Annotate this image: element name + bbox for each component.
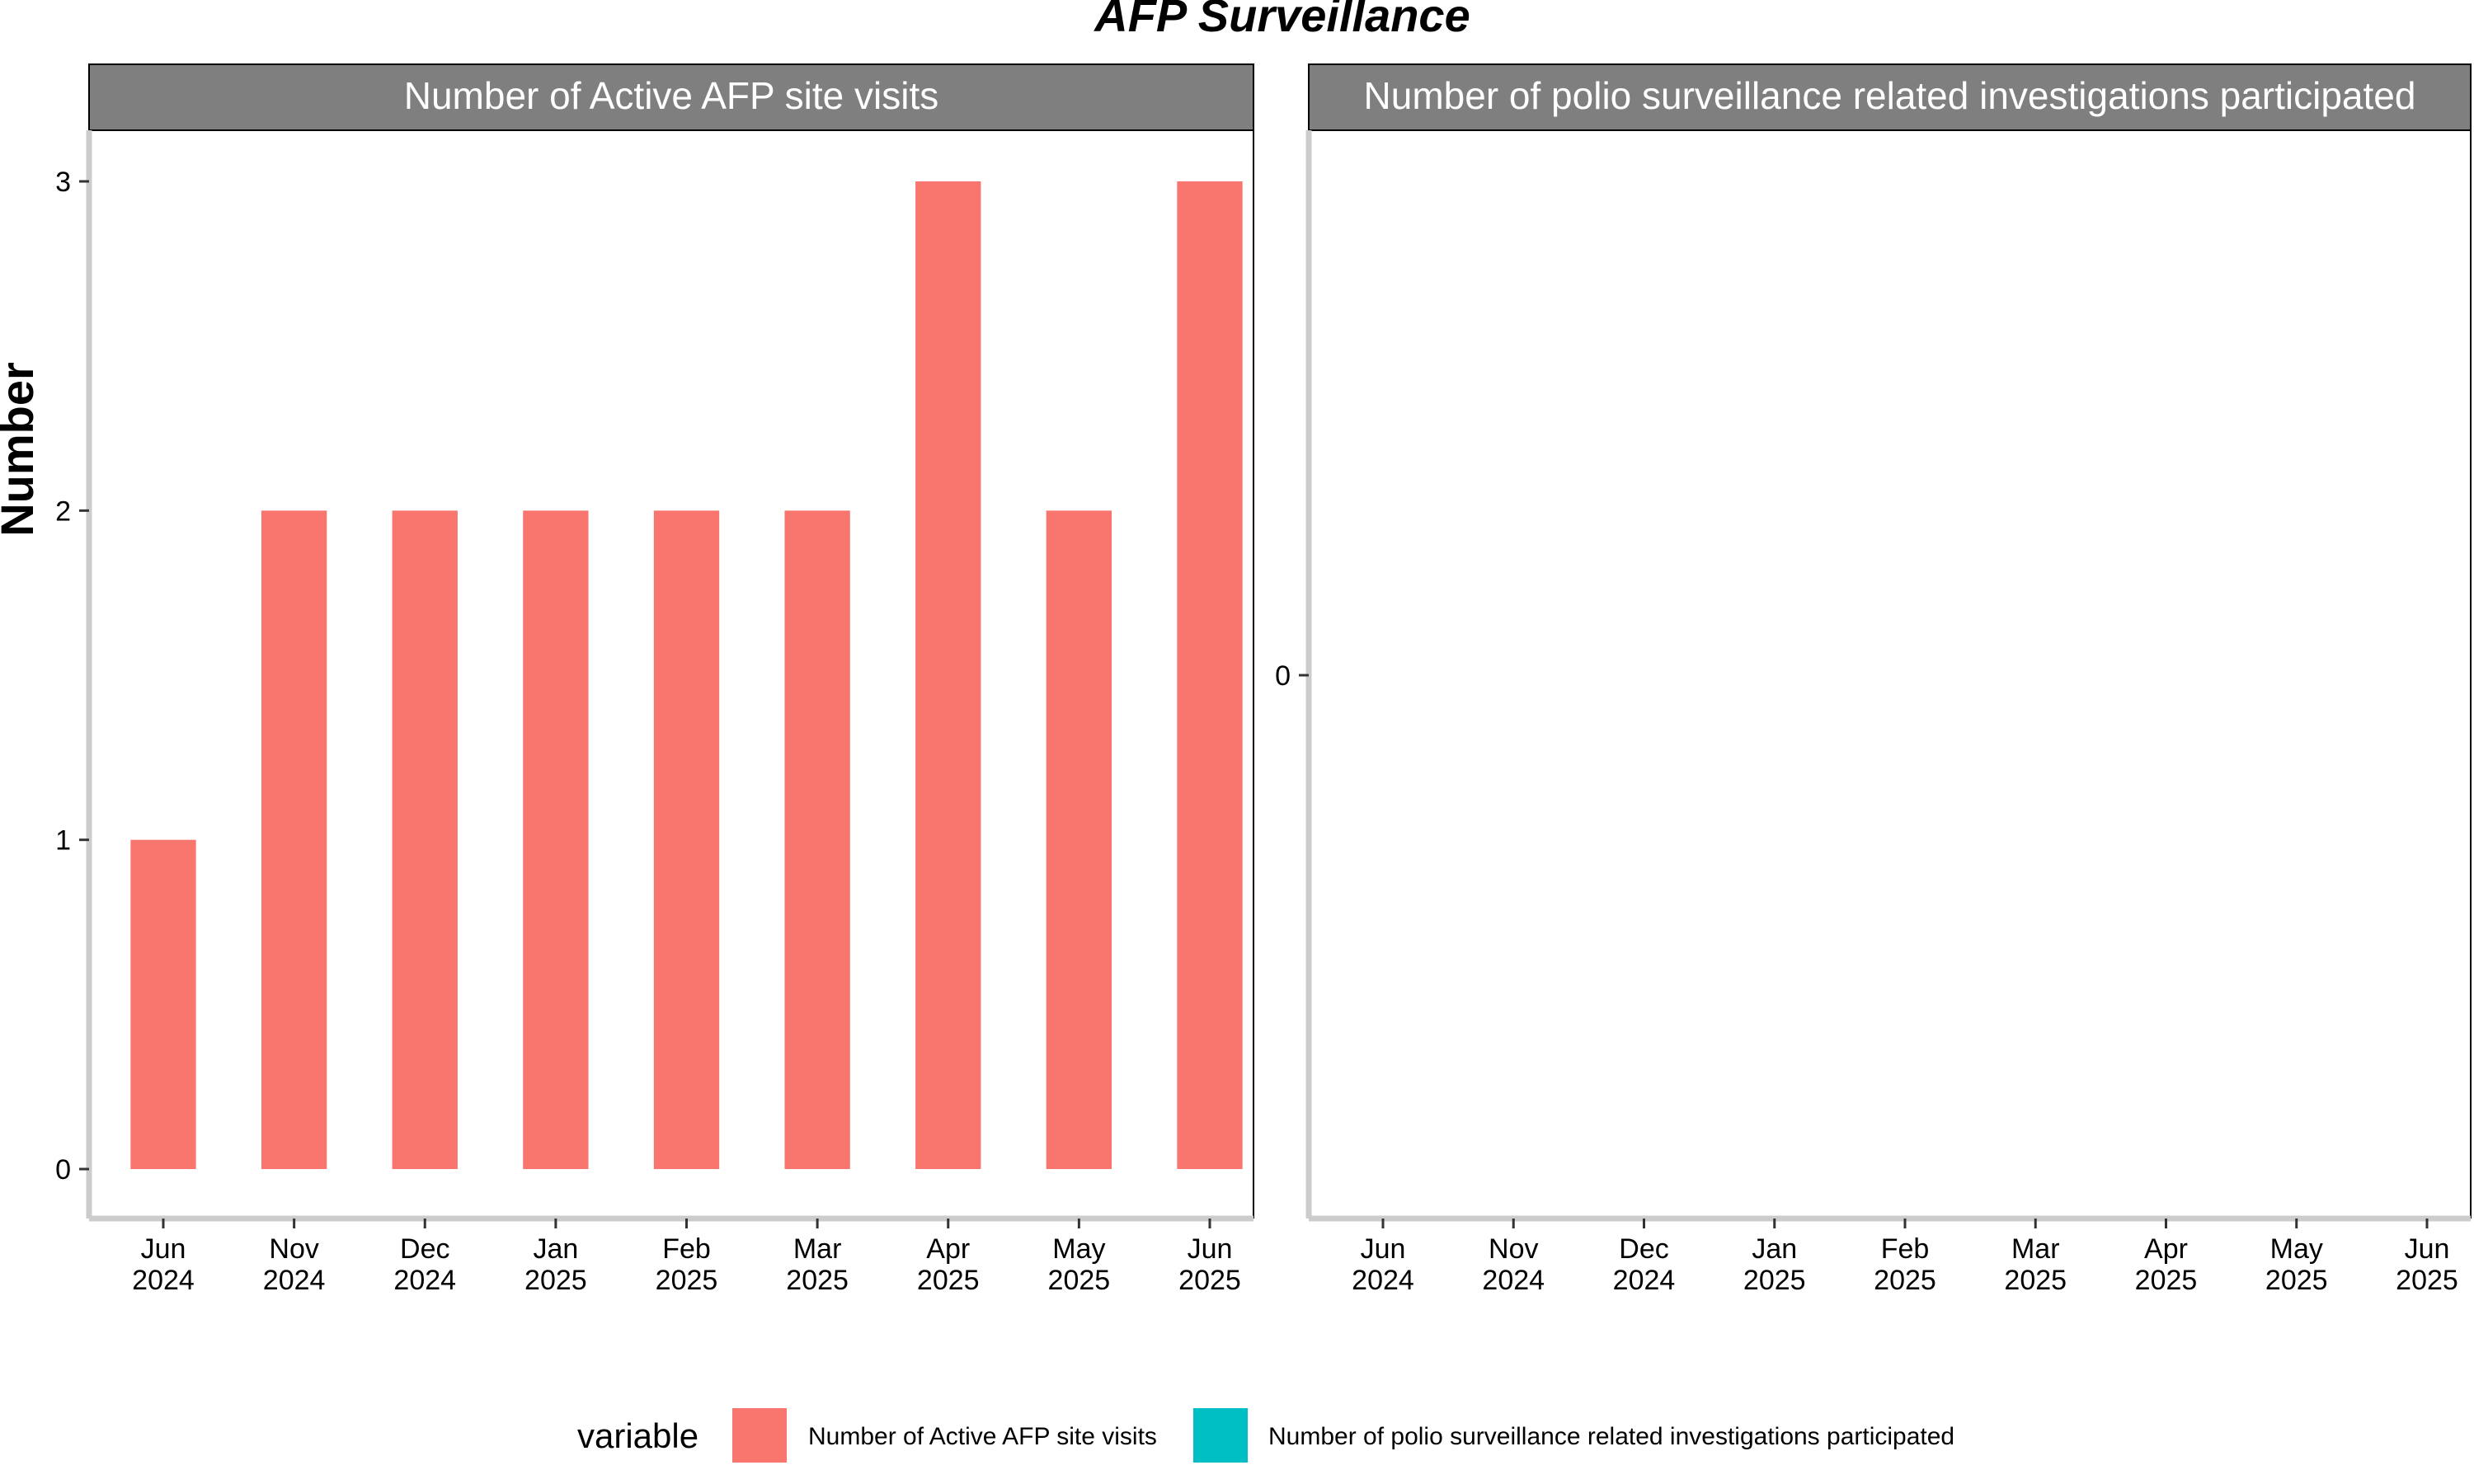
- panel-strip: [88, 63, 1254, 131]
- x-tick-label-line: 2025: [1874, 1265, 1936, 1296]
- x-tick-label-line: Nov: [1489, 1233, 1538, 1265]
- x-tick-label-line: Dec: [1619, 1233, 1668, 1265]
- x-tick-label: Jun 2024: [132, 1233, 195, 1296]
- legend-label: Number of polio surveillance related inv…: [1268, 1423, 1954, 1450]
- x-tick-label: Feb 2025: [1874, 1233, 1936, 1296]
- x-tick-label-line: Apr: [926, 1233, 970, 1265]
- x-tick-label-line: 2024: [1482, 1265, 1545, 1296]
- x-tick-label: Apr 2025: [917, 1233, 980, 1296]
- x-tick-label-line: 2024: [1352, 1265, 1414, 1296]
- x-tick-label: Dec 2024: [393, 1233, 456, 1296]
- x-tick-label-line: Mar: [793, 1233, 842, 1265]
- x-tick-label: Jun 2025: [1178, 1233, 1241, 1296]
- x-tick-label-line: Jun: [141, 1233, 186, 1265]
- bar: [1046, 510, 1112, 1169]
- x-tick-label-line: 2025: [1743, 1265, 1806, 1296]
- x-tick-label: Jun 2024: [1352, 1233, 1414, 1296]
- x-tick-label-line: 2025: [1178, 1265, 1241, 1296]
- x-tick-label-line: May: [1052, 1233, 1105, 1265]
- x-tick-label: Mar 2025: [2004, 1233, 2067, 1296]
- x-tick-label-line: Apr: [2144, 1233, 2188, 1265]
- chart-title: AFP Surveillance: [1093, 0, 1470, 41]
- panel-strip: [1308, 63, 2472, 131]
- bar: [784, 510, 850, 1169]
- y-tick-label: 3: [55, 167, 71, 198]
- x-tick-label-line: Mar: [2011, 1233, 2060, 1265]
- x-tick-label-line: Jan: [1752, 1233, 1797, 1265]
- x-tick-label-line: 2025: [1048, 1265, 1111, 1296]
- x-tick-label-line: Jun: [2405, 1233, 2450, 1265]
- x-tick-label: Jan 2025: [1743, 1233, 1806, 1296]
- bar: [915, 181, 981, 1169]
- x-tick-label: Jan 2025: [524, 1233, 587, 1296]
- bar: [523, 510, 589, 1169]
- y-axis-label: Number: [0, 362, 43, 537]
- x-tick-label-line: Dec: [400, 1233, 449, 1265]
- x-tick-label-line: Feb: [1881, 1233, 1930, 1265]
- x-tick-label-line: 2024: [1613, 1265, 1676, 1296]
- legend: variable Number of Active AFP site visits…: [577, 1408, 1954, 1463]
- x-tick-label: Jun 2025: [2396, 1233, 2458, 1296]
- x-tick-label: Nov 2024: [263, 1233, 326, 1296]
- panel-strip-label: Number of Active AFP site visits: [404, 74, 939, 117]
- x-tick-label: Nov 2024: [1482, 1233, 1545, 1296]
- y-tick-label: 0: [55, 1154, 71, 1186]
- x-tick-label-line: Jan: [533, 1233, 578, 1265]
- legend-title: variable: [577, 1416, 698, 1455]
- x-tick-label: Dec 2024: [1613, 1233, 1676, 1296]
- x-tick-label-line: 2024: [132, 1265, 195, 1296]
- x-tick-label-line: 2024: [393, 1265, 456, 1296]
- x-tick-label-line: 2025: [2135, 1265, 2198, 1296]
- x-tick-label-line: 2025: [2265, 1265, 2328, 1296]
- legend-key: [1193, 1408, 1248, 1463]
- legend-key: [732, 1408, 787, 1463]
- x-tick-label-line: Jun: [1361, 1233, 1406, 1265]
- x-tick-label-line: 2025: [917, 1265, 980, 1296]
- x-tick-label-line: 2024: [263, 1265, 326, 1296]
- x-tick-label-line: 2025: [656, 1265, 718, 1296]
- panel-strip-label: Number of polio surveillance related inv…: [1364, 74, 2416, 117]
- bar: [130, 839, 196, 1169]
- x-tick-label: May 2025: [1048, 1233, 1111, 1296]
- x-tick-label: Apr 2025: [2135, 1233, 2198, 1296]
- panel-2: Number of polio surveillance related inv…: [1275, 63, 2472, 1296]
- x-tick-label: Feb 2025: [656, 1233, 718, 1296]
- x-tick-label: Mar 2025: [786, 1233, 849, 1296]
- bar: [261, 510, 327, 1169]
- x-tick-label-line: Nov: [269, 1233, 318, 1265]
- x-tick-label-line: 2025: [524, 1265, 587, 1296]
- y-tick-label: 1: [55, 825, 71, 857]
- legend-label: Number of Active AFP site visits: [808, 1423, 1157, 1450]
- x-tick-label: May 2025: [2265, 1233, 2328, 1296]
- bar: [392, 510, 458, 1169]
- x-tick-label-line: Jun: [1188, 1233, 1233, 1265]
- x-tick-label-line: May: [2270, 1233, 2323, 1265]
- y-tick-label: 2: [55, 495, 71, 527]
- y-tick-label: 0: [1275, 660, 1291, 692]
- bar: [1177, 181, 1243, 1169]
- x-tick-label-line: Feb: [662, 1233, 711, 1265]
- x-tick-label-line: 2025: [2396, 1265, 2458, 1296]
- bar: [653, 510, 720, 1169]
- x-tick-label-line: 2025: [2004, 1265, 2067, 1296]
- x-tick-label-line: 2025: [786, 1265, 849, 1296]
